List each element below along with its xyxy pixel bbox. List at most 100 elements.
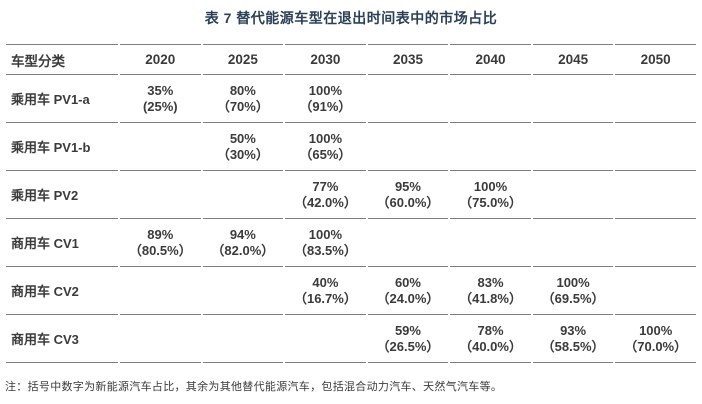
- cell-sub-value: （91%）: [299, 98, 352, 114]
- data-cell: 40% （16.7%）: [285, 267, 366, 315]
- data-cell: [615, 123, 696, 171]
- data-cell: 100% （70.0%）: [615, 315, 696, 363]
- data-cell: [532, 219, 614, 267]
- column-header-year: 2030: [285, 44, 366, 75]
- row-label: 商用车 CV3: [6, 315, 118, 363]
- row-label: 乘用车 PV1-b: [6, 123, 118, 171]
- data-cell: 78% （40.0%）: [450, 315, 531, 363]
- table-row: 商用车 CV1 89% （80.5%） 94% （82.0%） 100% （83.5%）: [6, 219, 696, 267]
- cell-main-value: 59%: [394, 322, 421, 338]
- data-cell: 83% （41.8%）: [450, 267, 531, 315]
- data-cell: [120, 315, 201, 363]
- cell-sub-value: （69.5%）: [541, 290, 605, 306]
- data-cell: 77% （42.0%）: [285, 171, 366, 219]
- market-share-table: 车型分类 2020 2025 2030 2035 2040 2045 2050 乘用车 PV1…: [4, 44, 698, 363]
- data-cell: 60% （24.0%）: [367, 267, 449, 315]
- data-cell: 94% （82.0%）: [202, 219, 284, 267]
- cell-sub-value: （82.0%）: [211, 242, 275, 258]
- cell-sub-value: （70.0%）: [624, 338, 688, 354]
- footnote: 注：括号中数字为新能源汽车占比，其余为其他替代能源汽车，包括混合动力汽车、天然气…: [5, 381, 503, 393]
- column-header-year: 2020: [120, 44, 201, 75]
- data-cell: [450, 123, 531, 171]
- cell-sub-value: （80.5%）: [128, 242, 192, 258]
- column-header-year: 2050: [615, 44, 696, 75]
- column-header-year: 2035: [367, 44, 449, 75]
- cell-sub-value: （42.0%）: [293, 194, 357, 210]
- column-header-year: 2025: [202, 44, 284, 75]
- table-row: 商用车 CV2 40% （16.7%） 60% （24.0%） 83% （41.8%） 100…: [6, 267, 696, 315]
- data-cell: [120, 267, 201, 315]
- data-cell: 100% （65%）: [285, 123, 366, 171]
- data-cell: [450, 219, 531, 267]
- cell-main-value: 50%: [229, 130, 256, 146]
- cell-sub-value: （24.0%）: [376, 290, 440, 306]
- data-cell: [615, 75, 696, 123]
- cell-sub-value: （60.0%）: [376, 194, 440, 210]
- cell-main-value: 35%: [147, 82, 174, 98]
- cell-main-value: 83%: [477, 274, 504, 290]
- cell-sub-value: （41.8%）: [459, 290, 522, 306]
- data-cell: [120, 171, 201, 219]
- data-cell: [532, 171, 614, 219]
- cell-main-value: 89%: [147, 226, 174, 242]
- data-cell: [202, 267, 284, 315]
- cell-main-value: 95%: [394, 178, 421, 194]
- cell-sub-value: （26.5%）: [376, 338, 440, 354]
- data-cell: [367, 123, 449, 171]
- cell-main-value: 100%: [556, 274, 590, 290]
- data-cell: [285, 315, 366, 363]
- data-cell: 93% （58.5%）: [532, 315, 614, 363]
- data-cell: [615, 171, 696, 219]
- cell-main-value: 77%: [312, 178, 339, 194]
- data-cell: 59% （26.5%）: [367, 315, 449, 363]
- data-cell: [615, 219, 696, 267]
- cell-sub-value: (25%): [142, 98, 178, 114]
- table-row: 乘用车 PV1-b 50% （30%） 100% （65%）: [6, 123, 696, 171]
- cell-sub-value: （58.5%）: [541, 338, 605, 354]
- cell-sub-value: （70%）: [216, 98, 269, 114]
- cell-sub-value: （65%）: [299, 146, 352, 162]
- cell-main-value: 80%: [229, 82, 256, 98]
- column-header-year: 2040: [450, 44, 531, 75]
- table-body: 乘用车 PV1-a 35% (25%) 80% （70%） 100% （91%） 乘用车 PV…: [6, 75, 696, 363]
- table-row: 乘用车 PV2 77% （42.0%） 95% （60.0%） 100% （75.0%）: [6, 171, 696, 219]
- data-cell: [367, 219, 449, 267]
- cell-main-value: 100%: [308, 82, 343, 98]
- table-row: 商用车 CV3 59% （26.5%） 78% （40.0%） 93% （58.5%） 100…: [6, 315, 696, 363]
- data-cell: [120, 123, 201, 171]
- cell-sub-value: （75.0%）: [459, 194, 522, 210]
- data-cell: 95% （60.0%）: [367, 171, 449, 219]
- cell-main-value: 100%: [308, 130, 343, 146]
- data-cell: [532, 123, 614, 171]
- column-header-year: 2045: [532, 44, 614, 75]
- data-cell: [450, 75, 531, 123]
- column-header-category: 车型分类: [6, 44, 118, 75]
- cell-main-value: 100%: [308, 226, 343, 242]
- data-cell: 100% （75.0%）: [450, 171, 531, 219]
- data-cell: [367, 75, 449, 123]
- data-cell: 100% （83.5%）: [285, 219, 366, 267]
- row-label: 商用车 CV1: [6, 219, 118, 267]
- cell-main-value: 60%: [394, 274, 421, 290]
- data-cell: [615, 267, 696, 315]
- table-row: 乘用车 PV1-a 35% (25%) 80% （70%） 100% （91%）: [6, 75, 696, 123]
- data-cell: [202, 315, 284, 363]
- data-cell: 100% （69.5%）: [532, 267, 614, 315]
- cell-main-value: 93%: [560, 322, 587, 338]
- data-cell: 50% （30%）: [202, 123, 284, 171]
- table-header: 车型分类 2020 2025 2030 2035 2040 2045 2050: [6, 44, 696, 75]
- cell-sub-value: （40.0%）: [459, 338, 522, 354]
- cell-sub-value: （83.5%）: [293, 242, 357, 258]
- row-label: 商用车 CV2: [6, 267, 118, 315]
- data-cell: [532, 75, 614, 123]
- data-cell: 80% （70%）: [202, 75, 284, 123]
- data-cell: 100% （91%）: [285, 75, 366, 123]
- cell-main-value: 100%: [473, 178, 508, 194]
- cell-main-value: 100%: [639, 322, 673, 338]
- cell-sub-value: （30%）: [216, 146, 269, 162]
- cell-main-value: 40%: [312, 274, 339, 290]
- cell-main-value: 78%: [477, 322, 504, 338]
- cell-main-value: 94%: [229, 226, 256, 242]
- cell-sub-value: （16.7%）: [293, 290, 357, 306]
